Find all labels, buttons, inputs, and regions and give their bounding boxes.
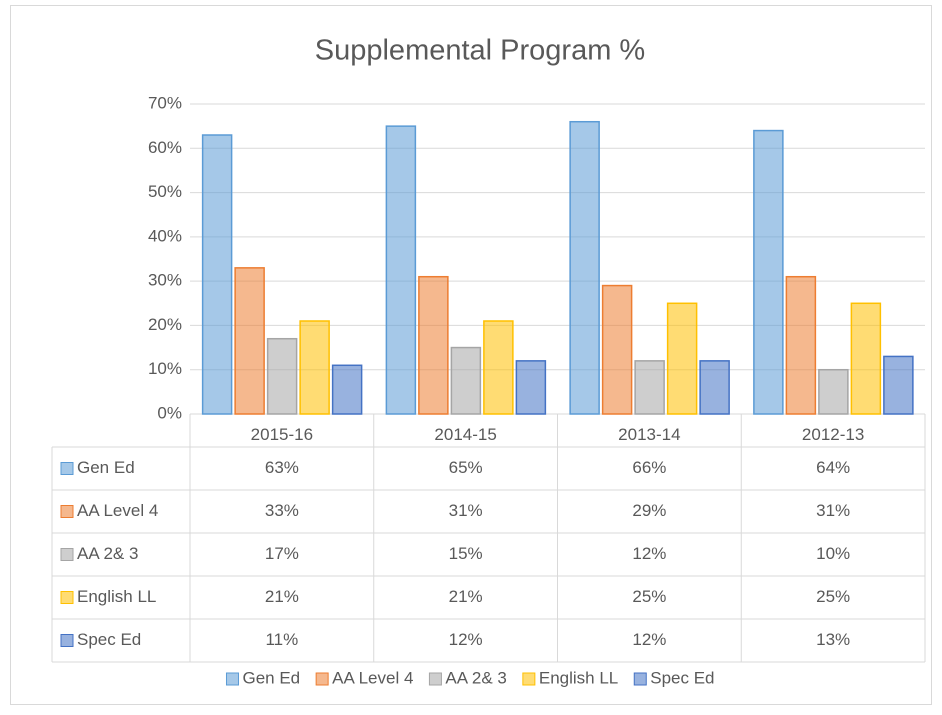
y-tick-label: 30%	[148, 271, 182, 290]
y-tick-label: 50%	[148, 182, 182, 201]
table-cell: 33%	[265, 501, 299, 520]
x-tick-label: 2012-13	[802, 425, 864, 444]
y-tick-label: 0%	[157, 403, 182, 422]
table-cell: 10%	[816, 544, 850, 563]
bar	[785, 275, 817, 415]
table-cell: 12%	[632, 544, 666, 563]
table-cell: 12%	[632, 630, 666, 649]
table-cell: 65%	[449, 458, 483, 477]
bar	[818, 368, 849, 415]
table-cell: 31%	[816, 501, 850, 520]
x-tick-label: 2014-15	[434, 425, 496, 444]
y-tick-label: 60%	[148, 138, 182, 157]
table-row-label: English LL	[77, 587, 156, 606]
bar	[699, 360, 730, 415]
table-key	[60, 591, 74, 604]
bar	[266, 337, 298, 415]
table-cell: 21%	[265, 587, 299, 606]
bar	[331, 364, 363, 415]
table-cell: 15%	[449, 544, 483, 563]
bar	[234, 267, 265, 415]
bar	[299, 320, 330, 415]
table-cell: 11%	[265, 630, 298, 649]
table-cell: 64%	[816, 458, 850, 477]
y-tick-label: 10%	[148, 359, 182, 378]
bar	[634, 360, 665, 415]
legend-label: AA Level 4	[332, 668, 413, 687]
legend-key	[225, 672, 239, 686]
legend-label: Gen Ed	[242, 668, 300, 687]
y-tick-label: 20%	[148, 315, 182, 334]
table-cell: 66%	[632, 458, 666, 477]
table-cell: 13%	[816, 630, 850, 649]
legend-label: English LL	[539, 668, 618, 687]
bar	[483, 320, 514, 415]
y-tick-label: 40%	[148, 226, 182, 245]
bar	[515, 360, 547, 415]
bar	[450, 346, 482, 415]
table-key	[60, 634, 74, 647]
table-row-label: AA 2& 3	[77, 544, 138, 563]
table-cell: 17%	[265, 544, 299, 563]
bar	[883, 355, 914, 415]
table-key	[60, 505, 74, 518]
bar	[850, 302, 882, 415]
bar	[569, 120, 600, 415]
table-row-label: Spec Ed	[77, 630, 141, 649]
table-cell: 25%	[816, 587, 850, 606]
table-key	[60, 548, 74, 561]
x-tick-label: 2015-16	[251, 425, 313, 444]
table-row-label: Gen Ed	[77, 458, 135, 477]
legend-key	[428, 672, 442, 686]
table-cell: 25%	[632, 587, 666, 606]
table-cell: 29%	[632, 501, 666, 520]
table-key	[60, 462, 74, 475]
table-cell: 31%	[449, 501, 483, 520]
legend-label: AA 2& 3	[445, 668, 506, 687]
table-row-label: AA Level 4	[77, 501, 158, 520]
bar	[201, 134, 233, 415]
bar	[753, 129, 784, 415]
x-tick-label: 2013-14	[618, 425, 680, 444]
legend-label: Spec Ed	[650, 668, 714, 687]
bar	[601, 284, 633, 415]
table-cell: 63%	[265, 458, 299, 477]
legend-key	[315, 672, 329, 686]
chart-title: Supplemental Program %	[315, 35, 645, 67]
table-cell: 12%	[449, 630, 483, 649]
legend-key	[633, 672, 647, 686]
bar	[418, 275, 449, 415]
bar	[666, 302, 698, 415]
legend-key	[522, 672, 536, 686]
y-tick-label: 70%	[148, 93, 182, 112]
table-cell: 21%	[449, 587, 483, 606]
bar	[385, 125, 417, 415]
